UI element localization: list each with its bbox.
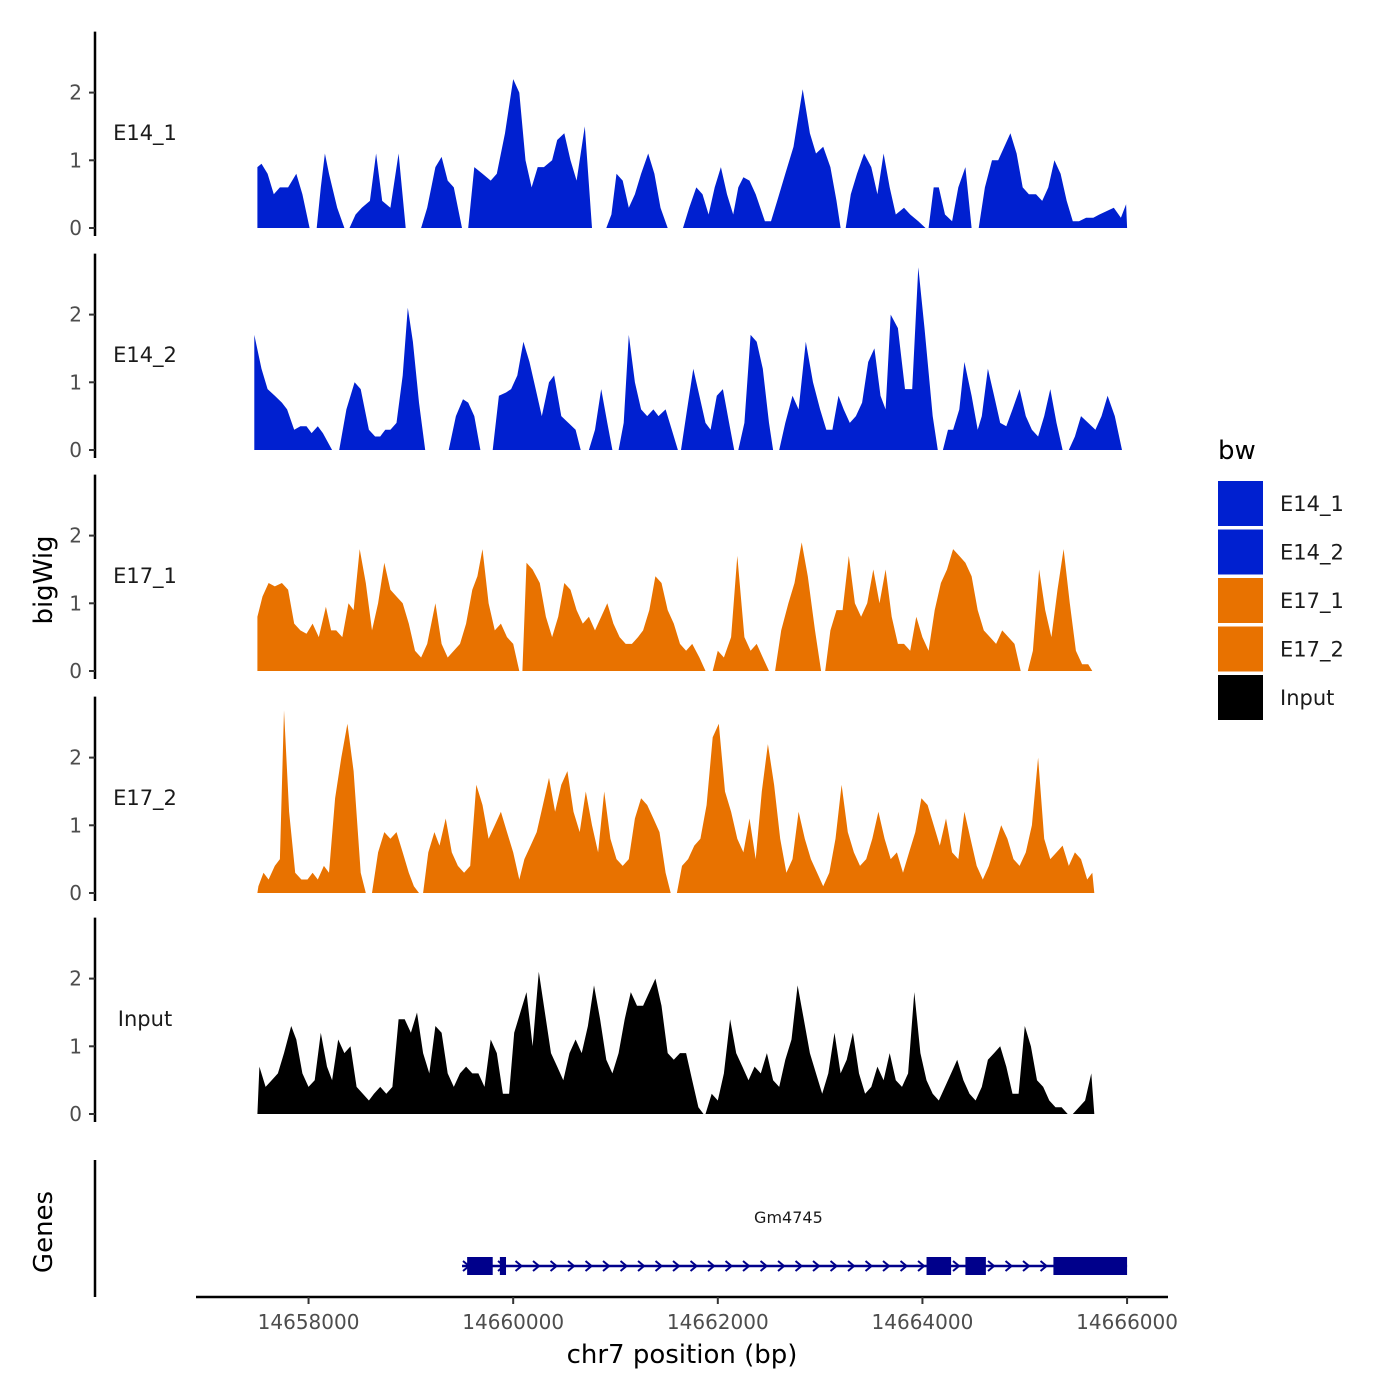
y-tick-label: 0 [69, 881, 82, 905]
track-E14_2: 0 1 2 E14_2 [69, 253, 1123, 462]
y-tick-label: 2 [69, 303, 82, 327]
strand-chevron [829, 1260, 839, 1272]
x-axis: 14658000 14660000 14662000 14664000 14666000 [196, 1295, 1178, 1334]
strand-chevron [987, 1260, 996, 1272]
gene-exon [499, 1257, 507, 1275]
track-label: E14_1 [113, 121, 177, 146]
gene-exon [926, 1257, 952, 1275]
x-axis-title: chr7 position (bp) [567, 1340, 798, 1370]
strand-chevron [1039, 1260, 1049, 1272]
gene-exon [965, 1257, 986, 1275]
tracks: 0 1 2 E14_1 0 1 2 E14_2 0 1 2 E17_1 0 1 2 E17_2 0 1 2 Input [69, 31, 1128, 1126]
legend: bw E14_1 E14_2 E17_1 E17_2 Input [1218, 436, 1344, 720]
strand-chevron [567, 1260, 576, 1272]
gene-track: Gm4745 [93, 1160, 1128, 1297]
strand-chevron [917, 1260, 926, 1272]
gene-track-title: Genes [29, 1191, 59, 1273]
y-tick-label: 0 [69, 438, 82, 462]
x-tick-label: 14660000 [462, 1310, 564, 1334]
y-tick-label: 2 [69, 524, 82, 548]
track-label: E14_2 [113, 343, 177, 368]
y-tick-label: 1 [69, 370, 82, 394]
y-tick-label: 1 [69, 1034, 82, 1058]
legend-label-E17_1: E17_1 [1280, 589, 1344, 614]
strand-chevron [602, 1260, 611, 1272]
signal-area-E17_1 [257, 542, 1093, 671]
legend-key-Input [1218, 675, 1263, 720]
strand-chevron [742, 1260, 751, 1272]
legend-key-E14_1 [1218, 481, 1263, 526]
y-tick-label: 1 [69, 148, 82, 172]
strand-chevron [899, 1260, 909, 1272]
y-tick-label: 0 [69, 216, 82, 240]
strand-chevron [777, 1260, 786, 1272]
legend-key-E17_2 [1218, 626, 1263, 672]
gene-exon [467, 1257, 493, 1275]
strand-chevron [794, 1260, 804, 1272]
strand-chevron [1022, 1260, 1031, 1272]
y-tick-label: 2 [69, 81, 82, 105]
track-E17_2: 0 1 2 E17_2 [69, 696, 1095, 905]
track-label: E17_1 [113, 564, 177, 589]
signal-area-E17_2 [257, 710, 1095, 893]
signal-area-E14_1 [257, 79, 1128, 228]
strand-chevron [882, 1260, 891, 1272]
y-tick-label: 2 [69, 967, 82, 991]
x-tick-label: 14658000 [258, 1310, 360, 1334]
y-axis-title: bigWig [29, 535, 59, 624]
strand-chevron [514, 1260, 524, 1272]
y-tick-label: 0 [69, 659, 82, 683]
legend-label-E14_2: E14_2 [1280, 541, 1344, 566]
track-E17_1: 0 1 2 E17_1 [69, 474, 1093, 683]
strand-chevron [812, 1260, 821, 1272]
y-tick-label: 1 [69, 591, 82, 615]
signal-area-Input [257, 971, 1095, 1114]
track-label: Input [118, 1007, 172, 1031]
x-tick-label: 14666000 [1076, 1310, 1178, 1334]
strand-chevron [952, 1260, 961, 1272]
track-Input: 0 1 2 Input [69, 917, 1095, 1126]
strand-chevron [864, 1260, 874, 1272]
strand-chevron [637, 1260, 646, 1272]
signal-area-E14_2 [254, 267, 1123, 450]
y-tick-label: 0 [69, 1102, 82, 1126]
strand-chevron [549, 1260, 559, 1272]
strand-chevron [759, 1260, 769, 1272]
strand-chevron [672, 1260, 681, 1272]
track-label: E17_2 [113, 786, 177, 811]
strand-chevron [689, 1260, 699, 1272]
x-tick-label: 14662000 [667, 1310, 769, 1334]
strand-chevron [532, 1260, 541, 1272]
strand-chevron [724, 1260, 734, 1272]
strand-chevron [584, 1260, 594, 1272]
legend-label-E14_1: E14_1 [1280, 492, 1344, 517]
track-E14_1: 0 1 2 E14_1 [69, 31, 1128, 240]
y-tick-label: 1 [69, 813, 82, 837]
x-tick-label: 14664000 [872, 1310, 974, 1334]
legend-label-Input: Input [1280, 686, 1334, 710]
strand-chevron [1004, 1260, 1014, 1272]
legend-key-E17_1 [1218, 578, 1263, 623]
legend-title: bw [1218, 436, 1256, 466]
strand-chevron [619, 1260, 629, 1272]
strand-chevron [847, 1260, 856, 1272]
strand-chevron [707, 1260, 716, 1272]
gene-name-label: Gm4745 [754, 1208, 823, 1227]
gene-exon [1053, 1257, 1128, 1275]
legend-label-E17_2: E17_2 [1280, 638, 1344, 663]
y-tick-label: 2 [69, 746, 82, 770]
legend-key-E14_2 [1218, 529, 1263, 575]
strand-chevron [654, 1260, 664, 1272]
